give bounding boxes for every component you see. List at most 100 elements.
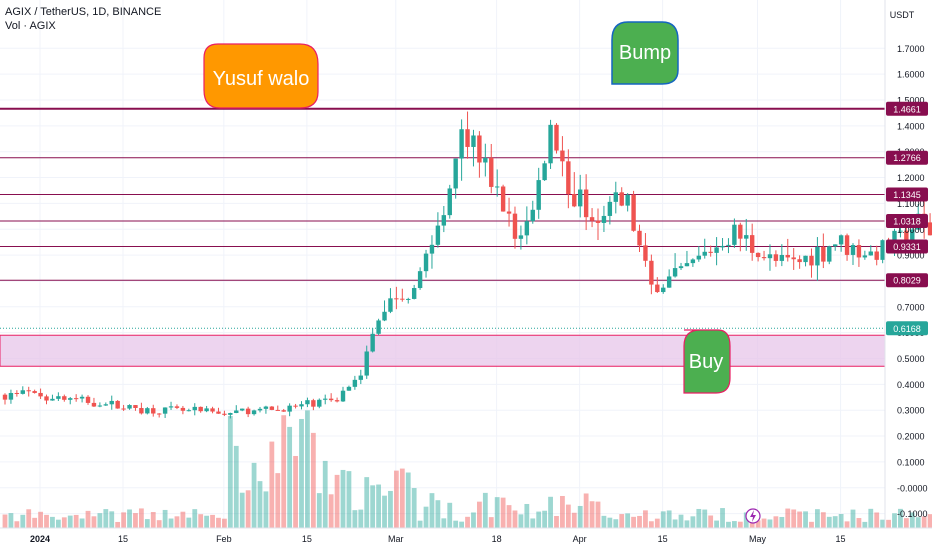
volume-bar	[601, 515, 607, 528]
volume-bar	[97, 513, 103, 528]
price-scale[interactable]: USDT 1.70001.60001.50001.40001.30001.200…	[884, 0, 928, 528]
volume-bar	[767, 519, 773, 528]
candle-body	[477, 135, 482, 163]
y-tick-label: 1.7000	[897, 44, 925, 54]
candle-body	[631, 194, 636, 231]
volume-bar	[174, 516, 180, 528]
volume-bar	[607, 517, 613, 528]
candle-body	[245, 408, 251, 415]
time-scale[interactable]: 202415Feb15Mar18Apr15May15Jun17Jul15	[0, 527, 932, 544]
candle-body	[364, 351, 369, 376]
volume-indicator-label[interactable]: Vol · AGIX	[5, 20, 56, 32]
volume-bar	[720, 508, 725, 528]
candle-body	[542, 163, 547, 181]
demand-zone[interactable]	[0, 334, 886, 367]
volume-bar	[791, 509, 797, 528]
yusuf-annotation[interactable]: Yusuf walo	[203, 43, 319, 109]
volume-bar	[506, 505, 512, 528]
y-tick-label: 1.6000	[897, 70, 925, 80]
candle-body	[844, 235, 850, 255]
volume-bar	[749, 521, 755, 528]
candle-body	[287, 405, 292, 412]
bump-label: Bump	[619, 42, 671, 64]
bump-annotation[interactable]: Bump	[611, 21, 679, 85]
volume-bar	[138, 508, 144, 528]
volume-bar	[565, 504, 571, 528]
candle-body	[240, 408, 245, 411]
candle-body	[572, 194, 577, 207]
price-level-tag-label: 1.1345	[893, 190, 921, 200]
candle-body	[192, 406, 197, 411]
volume-bar	[880, 519, 886, 528]
y-tick-label: 1.1000	[897, 199, 925, 209]
volume-bar	[921, 516, 927, 528]
candle-body	[637, 230, 642, 246]
candle-body	[56, 396, 61, 399]
candle-body	[394, 298, 399, 300]
candle-body	[406, 298, 411, 300]
volume-bar	[459, 521, 465, 528]
candle-body	[874, 251, 879, 260]
candle-body	[518, 235, 524, 239]
candle-body	[738, 224, 743, 239]
volume-bar	[38, 511, 43, 528]
candle-body	[910, 229, 915, 242]
volume-bar	[702, 509, 708, 528]
volume-bar	[447, 502, 453, 528]
candle-body	[560, 150, 565, 162]
volume-bar	[340, 469, 346, 528]
candle-body	[672, 268, 678, 277]
volume-bar	[144, 519, 150, 528]
volume-bar	[471, 512, 476, 528]
candle-body	[708, 251, 713, 253]
volume-bar	[388, 490, 393, 528]
y-tick-label: 0.3000	[897, 406, 925, 416]
candle-body	[720, 245, 725, 248]
candle-body	[809, 255, 814, 266]
candle-body	[447, 188, 452, 216]
candle-body	[2, 394, 8, 400]
candle-body	[145, 408, 150, 414]
lightning-icon[interactable]	[745, 508, 761, 524]
candle-body	[589, 217, 595, 221]
candle-body	[868, 251, 873, 256]
symbol-line[interactable]: AGIX / TetherUS, 1D, BINANCE	[5, 6, 162, 18]
candle-body	[275, 409, 280, 411]
volume-bar	[898, 508, 903, 528]
volume-bar	[868, 508, 874, 528]
volume-bar	[44, 514, 49, 528]
candle-body	[210, 408, 215, 412]
candle-body	[506, 211, 512, 214]
candle-body	[79, 396, 85, 399]
volume-bar	[797, 511, 803, 528]
price-level-tag	[886, 214, 928, 229]
candle-body	[744, 235, 749, 239]
volume-bar	[815, 509, 820, 528]
volume-bar	[915, 517, 921, 528]
candle-body	[435, 225, 441, 245]
candle-body	[661, 287, 666, 293]
volume-bar	[832, 516, 838, 528]
candle-body	[714, 247, 719, 253]
candle-body	[690, 259, 696, 264]
buy-annotation[interactable]: Buy	[683, 329, 731, 394]
candle-body	[684, 263, 690, 267]
candle-body	[601, 215, 607, 223]
candle-body	[898, 230, 903, 232]
candle-body	[151, 408, 156, 414]
candle-body	[791, 257, 796, 260]
candle-body	[578, 189, 583, 207]
volume-bar	[536, 511, 542, 528]
volume-bar	[826, 516, 832, 528]
currency-label: USDT	[890, 10, 915, 20]
candle-body	[803, 255, 808, 263]
volume-bar	[477, 501, 482, 528]
volume-bar	[382, 495, 387, 528]
candle-body	[323, 398, 328, 400]
volume-bar	[334, 474, 340, 528]
candle-body	[127, 405, 132, 409]
level-tag-layer: 1.4661 1.2766 1.1345 1.0318 0.9331 0.8029 0.61…	[886, 101, 928, 336]
volume-bar	[666, 510, 672, 528]
